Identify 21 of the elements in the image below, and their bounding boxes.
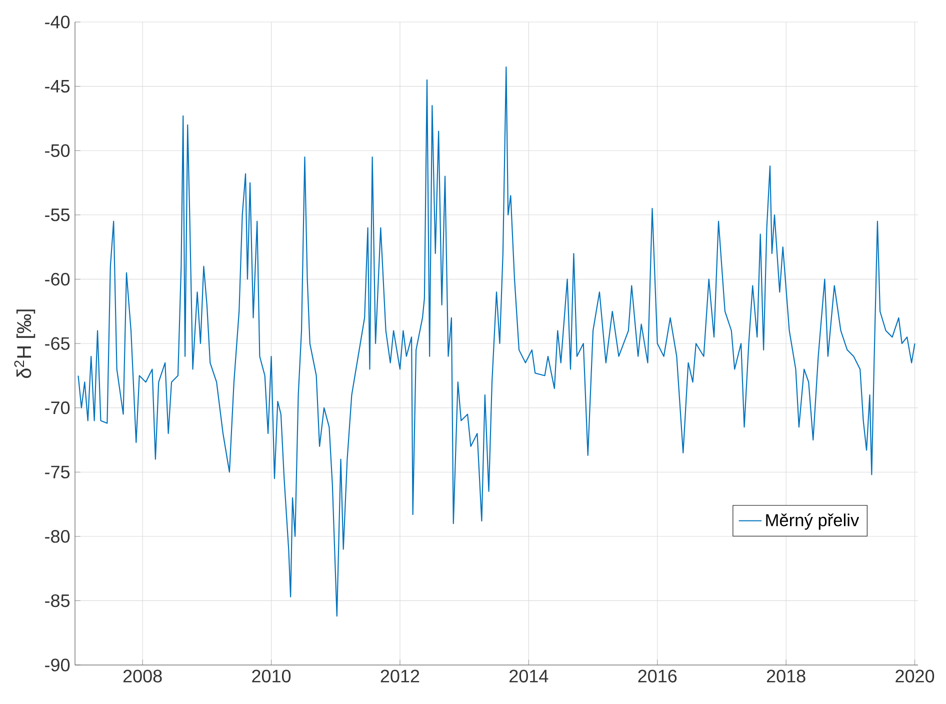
y-tick-label: -65 bbox=[45, 337, 70, 350]
x-tick-label: 2010 bbox=[252, 670, 291, 682]
y-tick-label: -50 bbox=[45, 144, 70, 157]
y-tick-label: -90 bbox=[45, 658, 70, 672]
x-tick-label: 2018 bbox=[766, 670, 806, 682]
y-tick-label: -80 bbox=[45, 530, 70, 543]
x-tick-label: 2008 bbox=[123, 670, 162, 682]
legend-label: Měrný přeliv bbox=[766, 513, 860, 530]
y-tick-label: -75 bbox=[45, 466, 70, 478]
y-tick-label: -40 bbox=[45, 16, 70, 28]
y-tick-label: -45 bbox=[45, 80, 70, 93]
y-tick-label: -55 bbox=[45, 208, 70, 222]
x-tick-label: 2012 bbox=[380, 670, 420, 682]
y-tick-label: -70 bbox=[45, 401, 70, 414]
x-tick-label: 2016 bbox=[638, 670, 677, 682]
x-tick-label: 2020 bbox=[896, 670, 934, 682]
line-series bbox=[78, 66, 916, 617]
y-tick-label: -60 bbox=[45, 272, 70, 286]
y-axis-title: δ$^{2}$H [‰] bbox=[14, 310, 36, 378]
x-tick-label: 2014 bbox=[510, 670, 548, 682]
y-tick-label: -85 bbox=[45, 594, 70, 608]
